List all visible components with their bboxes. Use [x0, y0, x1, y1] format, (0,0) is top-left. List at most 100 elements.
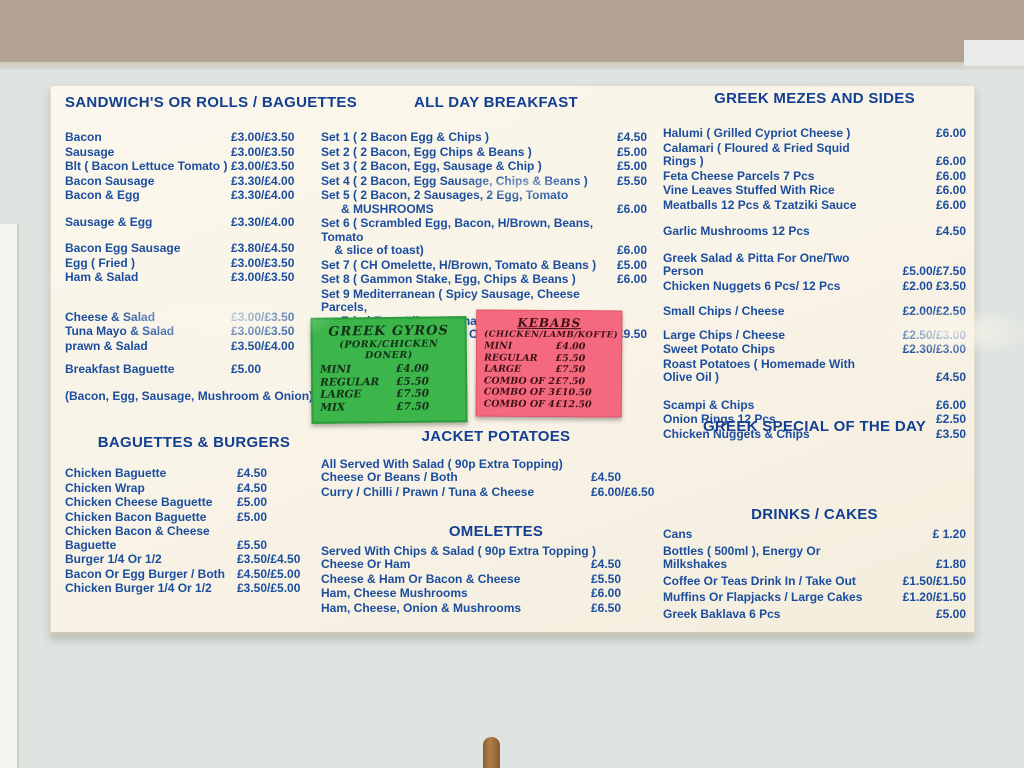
mezes-group-2: Garlic Mushrooms 12 Pcs £4.50: [663, 224, 966, 239]
menu-item-label: Scampi & Chips: [663, 397, 755, 412]
menu-item-row: COMBO OF 4 £12.50: [484, 398, 614, 410]
menu-item-price: £3.00/£3.50: [231, 324, 295, 338]
section-sandwiches: SANDWICH'S OR ROLLS / BAGUETTES Bacon £3…: [65, 94, 358, 403]
section-header-mezes: GREEK MEZES AND SIDES: [714, 90, 915, 107]
menu-item-price: £6.00: [935, 126, 966, 140]
menu-item-row: Coffee Or Teas Drink In / Take Out £1.50…: [663, 573, 966, 589]
menu-item-label: Tuna Mayo & Salad: [65, 324, 175, 338]
sandwiches-group-5: Breakfast Baguette £5.00: [65, 362, 317, 377]
menu-item-label: COMBO OF 4: [483, 398, 555, 410]
menu-item-row: Feta Cheese Parcels 7 Pcs £6.00: [663, 169, 966, 184]
menu-item-price: £4.50: [237, 466, 268, 480]
menu-item-label: Set 7 ( CH Omelette, H/Brown, Tomato & B…: [321, 257, 597, 272]
menu-item-label: Meatballs 12 Pcs & Tzatziki Sauce: [663, 197, 857, 212]
menu-item-price: £5.00: [617, 257, 648, 272]
menu-item-price: £6.00: [935, 397, 966, 412]
menu-item-row: Halumi ( Grilled Cypriot Cheese ) £6.00: [663, 126, 966, 141]
menu-item-row: Ham, Cheese, Onion & Mushrooms £6.50: [321, 601, 671, 616]
menu-item-row: Greek Salad & Pitta For One/Two Person £…: [663, 251, 966, 279]
menu-item-row: Roast Potatoes ( Homemade With Olive Oil…: [663, 356, 966, 385]
sandwiches-group-4: Cheese & Salad £3.00/£3.50 Tuna Mayo & S…: [65, 309, 317, 354]
section-header-drinks: DRINKS / CAKES: [751, 506, 878, 523]
menu-item-label: Onion Rings 12 Pcs: [663, 412, 776, 426]
menu-item-label: Greek Baklava 6 Pcs: [663, 606, 781, 621]
menu-item-price: £6.00: [617, 272, 648, 286]
menu-item-label: LARGE: [483, 363, 522, 375]
section-jacket-potatoes: JACKET POTATOES All Served With Salad ( …: [321, 428, 671, 500]
menu-item-row: Chicken Bacon & Cheese Baguette £5.50: [65, 524, 323, 552]
menu-item-row: Meatballs 12 Pcs & Tzatziki Sauce £6.00: [663, 197, 966, 213]
menu-item-row: Sausage & Egg £3.30/£4.00: [65, 214, 317, 230]
menu-item-price: £3.00/£3.50: [231, 309, 295, 324]
menu-item-price: £5.50: [555, 352, 586, 364]
menu-item-price: £2.00 £3.50: [902, 278, 966, 293]
menu-item-row: Set 6 ( Scrambled Egg, Bacon, H/Brown, B…: [321, 216, 671, 258]
drinks-items: Cans £ 1.20 Bottles ( 500ml ), Energy Or…: [663, 527, 966, 621]
menu-item-label: Bacon Sausage: [65, 173, 155, 188]
menu-item-label: Sausage: [65, 144, 115, 159]
omelettes-items: Cheese Or Ham £4.50 Cheese & Ham Or Baco…: [321, 557, 671, 616]
menu-item-label: Sweet Potato Chips: [663, 342, 776, 356]
menu-item-label: Chicken Burger 1/4 Or 1/2: [65, 581, 212, 595]
gyros-note-items: MINI £4.00 REGULAR £5.50 LARGE £7.50: [319, 362, 459, 414]
broom-handle: [483, 737, 500, 768]
menu-item-label: Set 4 ( 2 Bacon, Egg Sausage, Chips & Be…: [321, 173, 588, 188]
menu-item-label: Chicken Nuggets 6 Pcs/ 12 Pcs: [663, 278, 841, 293]
kebabs-note-items: MINI £4.00 REGULAR £5.50 LARGE £7.50: [484, 341, 614, 411]
menu-item-row: COMBO OF 2 £7.50: [484, 375, 614, 387]
section-header-burgers: BAGUETTES & BURGERS: [97, 434, 291, 451]
menu-item-label: Chicken Wrap: [65, 480, 145, 495]
menu-item-label: Halumi ( Grilled Cypriot Cheese ): [663, 126, 851, 140]
menu-item-price: £5.00: [617, 144, 648, 159]
menu-item-row: MIX £7.50: [320, 400, 458, 414]
menu-item-label: MINI: [319, 363, 352, 376]
menu-item-row: COMBO OF 3 £10.50: [484, 387, 614, 399]
menu-item-price: £3.30/£4.00: [231, 173, 295, 188]
menu-item-price: £6.00: [617, 201, 648, 216]
menu-item-label: Bacon Or Egg Burger / Both: [65, 566, 226, 581]
mezes-group-4: Small Chips / Cheese £2.00/£2.50: [663, 304, 966, 319]
menu-item-label: Bottles ( 500ml ), Energy Or Milkshakes: [663, 543, 821, 571]
menu-item-row: REGULAR £5.50: [484, 352, 614, 364]
menu-item-label: Set 1 ( 2 Bacon Egg & Chips ): [321, 130, 490, 144]
menu-item-row: Chicken Nuggets 6 Pcs/ 12 Pcs £2.00 £3.5…: [663, 278, 966, 294]
menu-item-label: MIX: [320, 400, 346, 414]
menu-item-price: £4.00: [395, 362, 429, 375]
menu-item-price: £3.50/£4.00: [231, 338, 295, 353]
menu-item-price: £5.00: [237, 509, 268, 524]
menu-item-price: £5.00: [231, 362, 262, 376]
menu-item-row: Large Chips / Cheese £2.50/£3.00: [663, 327, 966, 343]
menu-item-label: Cheese & Ham Or Bacon & Cheese: [321, 571, 521, 586]
ceiling-edge: [0, 62, 1024, 70]
jacket-items: Cheese Or Beans / Both £4.50 Curry / Chi…: [321, 470, 671, 499]
menu-item-row: Bacon Sausage £3.30/£4.00: [65, 173, 317, 189]
menu-item-row: Vine Leaves Stuffed With Rice £6.00: [663, 183, 966, 198]
menu-item-label: Sausage & Egg: [65, 214, 153, 229]
menu-item-row: Bacon & Egg £3.30/£4.00: [65, 188, 317, 203]
menu-item-price: £1.50/£1.50: [902, 573, 966, 588]
menu-item-price: £4.50: [617, 130, 648, 144]
menu-item-price: £4.00: [555, 341, 586, 353]
menu-item-price: £3.50/£4.50: [237, 552, 301, 566]
menu-item-label: LARGE: [320, 388, 362, 401]
section-header-jacket-potatoes: JACKET POTATOES: [421, 428, 571, 445]
menu-item-label: Roast Potatoes ( Homemade With Olive Oil…: [663, 356, 855, 384]
kebabs-note-subtitle: (CHICKEN/LAMB/KOFTE): [484, 329, 619, 341]
menu-item-row: Tuna Mayo & Salad £3.00/£3.50: [65, 324, 317, 339]
section-header-sandwiches: SANDWICH'S OR ROLLS / BAGUETTES: [65, 94, 358, 111]
menu-item-label: Large Chips / Cheese: [663, 327, 786, 342]
menu-item-label: Chicken Cheese Baguette: [65, 495, 213, 509]
menu-item-price: £3.00/£3.50: [231, 130, 295, 144]
menu-item-price: £1.80: [935, 557, 966, 571]
wall-corner-patch: [964, 40, 1024, 66]
menu-item-price: £12.50: [555, 398, 592, 410]
menu-item-row: Onion Rings 12 Pcs £2.50: [663, 412, 966, 427]
menu-item-label: Breakfast Baguette: [65, 362, 175, 376]
section-breakfast: ALL DAY BREAKFAST Set 1 ( 2 Bacon Egg & …: [321, 94, 671, 343]
menu-item-row: Garlic Mushrooms 12 Pcs £4.50: [663, 224, 966, 239]
menu-item-row: Blt ( Bacon Lettuce Tomato ) £3.00/£3.50: [65, 159, 317, 174]
menu-item-row: Burger 1/4 Or 1/2 £3.50/£4.50: [65, 552, 323, 567]
menu-item-row: Ham, Cheese Mushrooms £6.00: [321, 586, 671, 601]
menu-item-row: Cheese Or Beans / Both £4.50: [321, 470, 671, 485]
